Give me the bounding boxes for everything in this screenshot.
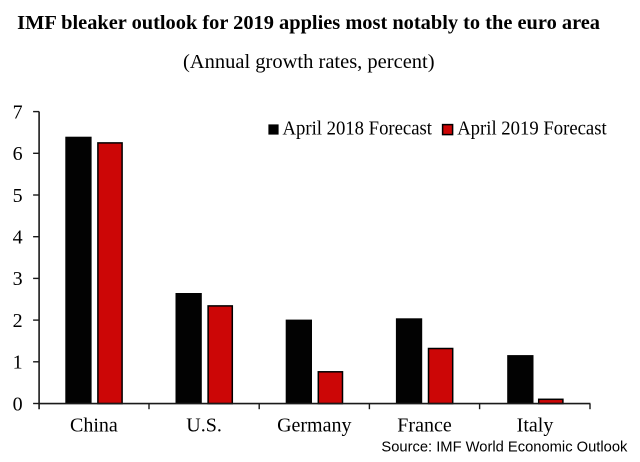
svg-text:4: 4 — [13, 227, 23, 249]
svg-text:Germany: Germany — [277, 414, 351, 436]
svg-text:2: 2 — [13, 310, 23, 332]
svg-text:Source: IMF World Economic Out: Source: IMF World Economic Outlook — [381, 439, 627, 456]
svg-text:1: 1 — [13, 352, 23, 374]
svg-text:IMF bleaker outlook for 2019 a: IMF bleaker outlook for 2019 applies mos… — [17, 12, 600, 34]
svg-text:5: 5 — [13, 185, 23, 207]
svg-text:Italy: Italy — [517, 414, 554, 436]
svg-text:April 2018 Forecast: April 2018 Forecast — [283, 118, 433, 140]
svg-text:(Annual growth rates, percent): (Annual growth rates, percent) — [183, 51, 435, 73]
svg-text:3: 3 — [13, 268, 23, 290]
svg-text:7: 7 — [13, 101, 23, 123]
svg-text:U.S.: U.S. — [186, 414, 222, 436]
svg-text:6: 6 — [13, 143, 23, 165]
svg-text:0: 0 — [13, 393, 23, 415]
svg-text:China: China — [70, 414, 118, 436]
svg-text:April 2019 Forecast: April 2019 Forecast — [457, 118, 607, 140]
svg-text:France: France — [397, 414, 452, 436]
